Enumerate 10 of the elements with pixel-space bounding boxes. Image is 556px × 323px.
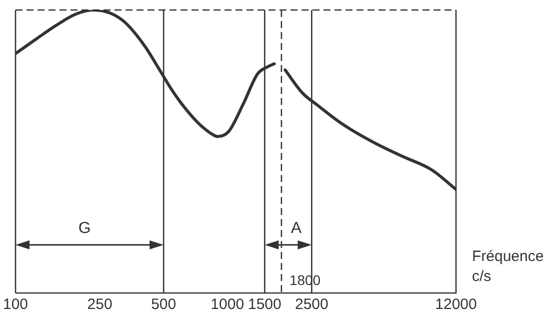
x-tick-label: 500 xyxy=(151,296,176,314)
x-tick-label: 12000 xyxy=(435,296,477,314)
x-tick-label: 1000 xyxy=(210,296,244,314)
x-tick-label: 2500 xyxy=(294,296,328,314)
annotation: G xyxy=(78,220,91,237)
x-tick-label: 100 xyxy=(3,296,28,314)
x-axis-title: Fréquence c/s xyxy=(472,248,544,286)
annotation: A xyxy=(290,220,302,237)
x-tick-label: 250 xyxy=(87,296,112,314)
x-tick-label: 1500 xyxy=(248,296,282,314)
